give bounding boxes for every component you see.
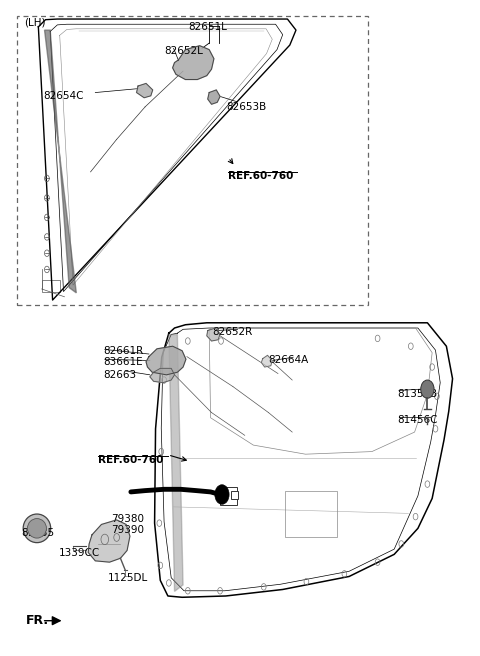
Text: 82652L: 82652L [164, 47, 203, 56]
Text: 79390: 79390 [111, 525, 144, 535]
Polygon shape [261, 356, 272, 367]
Polygon shape [88, 520, 130, 562]
Text: 82661R: 82661R [103, 346, 144, 356]
Text: 83661E: 83661E [103, 357, 143, 367]
Polygon shape [146, 346, 186, 375]
Polygon shape [169, 335, 183, 592]
Text: 81350B: 81350B [397, 389, 438, 399]
Polygon shape [150, 368, 175, 382]
Text: 79380: 79380 [111, 514, 144, 524]
Ellipse shape [27, 519, 47, 538]
Text: 82653B: 82653B [226, 102, 266, 112]
Text: 82651L: 82651L [188, 22, 227, 32]
Text: 82664A: 82664A [268, 356, 309, 365]
Polygon shape [45, 30, 76, 293]
FancyBboxPatch shape [230, 491, 238, 499]
Text: 1125DL: 1125DL [108, 573, 148, 583]
Text: (LH): (LH) [24, 17, 46, 27]
Polygon shape [207, 328, 220, 341]
Polygon shape [208, 90, 220, 104]
Text: 82663: 82663 [103, 369, 136, 380]
Circle shape [421, 380, 434, 398]
Text: 81456C: 81456C [397, 415, 438, 425]
Text: 82652R: 82652R [213, 327, 253, 337]
Polygon shape [137, 83, 153, 98]
Text: 82654C: 82654C [43, 91, 84, 101]
Text: 1339CC: 1339CC [59, 548, 100, 558]
Polygon shape [173, 46, 214, 79]
Text: 81335: 81335 [21, 528, 54, 539]
Ellipse shape [23, 514, 51, 543]
Circle shape [215, 485, 229, 504]
Text: FR.: FR. [25, 614, 48, 627]
Text: REF.60-760: REF.60-760 [228, 171, 293, 180]
Text: REF.60-760: REF.60-760 [97, 455, 163, 465]
FancyBboxPatch shape [220, 487, 237, 505]
